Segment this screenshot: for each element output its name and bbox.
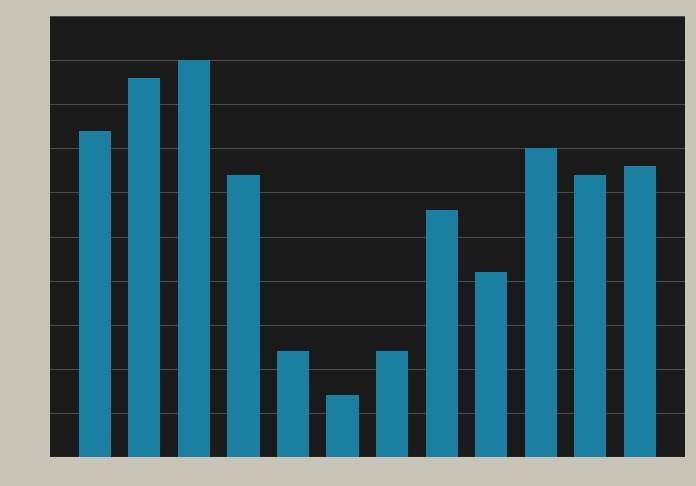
- Bar: [326, 395, 358, 457]
- Bar: [128, 78, 160, 457]
- Bar: [376, 351, 409, 457]
- Bar: [475, 272, 507, 457]
- Bar: [277, 351, 309, 457]
- Bar: [624, 166, 656, 457]
- Bar: [525, 148, 557, 457]
- Bar: [574, 175, 606, 457]
- Bar: [425, 210, 458, 457]
- Bar: [228, 175, 260, 457]
- Bar: [177, 60, 210, 457]
- Bar: [79, 131, 111, 457]
- Y-axis label: %: %: [11, 229, 26, 244]
